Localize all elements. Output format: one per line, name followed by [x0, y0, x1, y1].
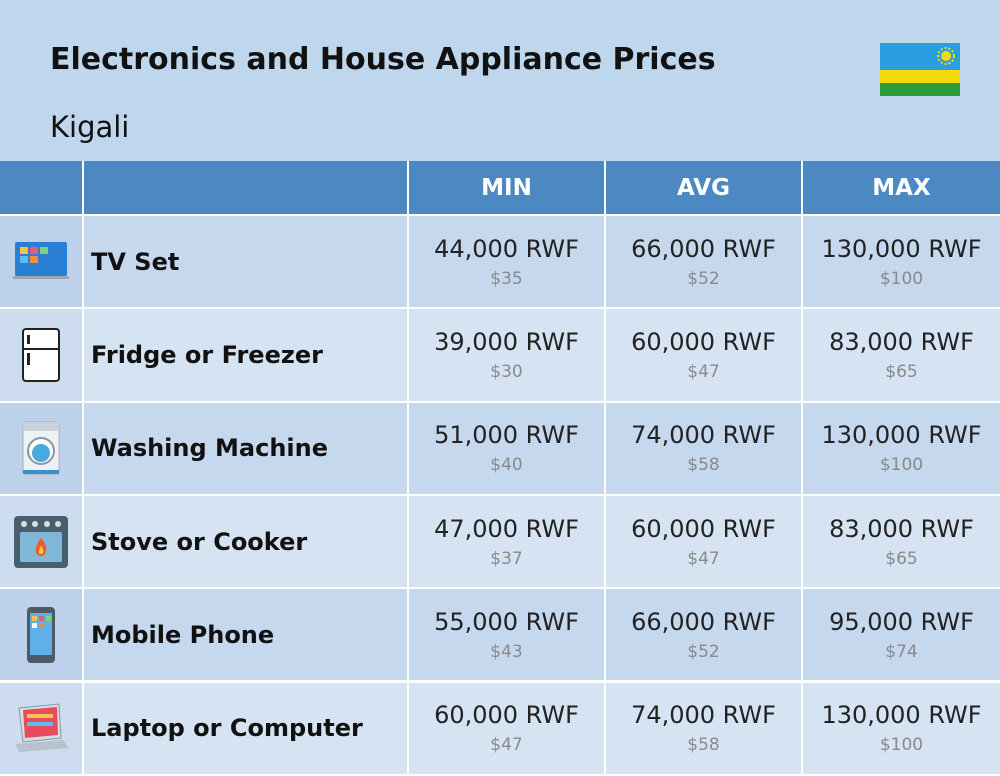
local-price: 60,000 RWF [631, 514, 776, 543]
price-cell: 130,000 RWF $100 [803, 402, 1000, 494]
usd-price: $100 [879, 455, 924, 476]
usd-price: $58 [687, 455, 720, 476]
price-table: MIN AVG MAX TV Set 44,000 RWF $35 66,000 RWF $5… [0, 161, 1000, 776]
price-cell: 60,000 RWF $47 [606, 495, 801, 588]
local-price: 95,000 RWF [829, 607, 974, 636]
price-cell: 83,000 RWF $65 [803, 495, 1000, 588]
usd-price: $65 [885, 548, 918, 569]
row-icon [0, 589, 82, 681]
usd-price: $43 [490, 641, 523, 662]
usd-price: $35 [490, 268, 523, 289]
price-cell: 39,000 RWF $30 [409, 309, 604, 401]
column-header [84, 161, 407, 214]
price-cell: 66,000 RWF $52 [606, 589, 801, 681]
usd-price: $100 [879, 268, 924, 289]
flag [880, 43, 960, 96]
local-price: 51,000 RWF [434, 421, 579, 450]
local-price: 130,000 RWF [821, 701, 982, 730]
usd-price: $100 [879, 735, 924, 756]
row-name: TV Set [84, 216, 407, 308]
row-name: Fridge or Freezer [84, 309, 407, 401]
column-header: MIN [409, 161, 604, 214]
local-price: 44,000 RWF [434, 234, 579, 263]
usd-price: $47 [687, 548, 720, 569]
price-cell: 74,000 RWF $58 [606, 682, 801, 774]
column-header: MAX [803, 161, 1000, 214]
local-price: 60,000 RWF [631, 327, 776, 356]
row-name: Mobile Phone [84, 589, 407, 681]
usd-price: $47 [490, 735, 523, 756]
usd-price: $40 [490, 455, 523, 476]
price-cell: 74,000 RWF $58 [606, 402, 801, 494]
local-price: 47,000 RWF [434, 514, 579, 543]
column-header [0, 161, 82, 214]
icon [13, 241, 69, 279]
row-name: Washing Machine [84, 402, 407, 494]
usd-price: $52 [687, 268, 720, 289]
usd-price: $65 [885, 361, 918, 382]
price-cell: 60,000 RWF $47 [409, 682, 604, 774]
local-price: 66,000 RWF [631, 234, 776, 263]
column-header: AVG [606, 161, 801, 214]
usd-price: $37 [490, 548, 523, 569]
row-icon [0, 309, 82, 401]
local-price: 74,000 RWF [631, 421, 776, 450]
usd-price: $74 [885, 641, 918, 662]
price-cell: 44,000 RWF $35 [409, 216, 604, 308]
local-price: 74,000 RWF [631, 701, 776, 730]
local-price: 66,000 RWF [631, 607, 776, 636]
usd-price: $58 [687, 735, 720, 756]
icon [22, 327, 60, 382]
row-icon [0, 216, 82, 308]
usd-price: $30 [490, 361, 523, 382]
icon [15, 703, 69, 753]
row-name: Laptop or Computer [84, 682, 407, 774]
local-price: 55,000 RWF [434, 607, 579, 636]
local-price: 130,000 RWF [821, 234, 982, 263]
price-cell: 51,000 RWF $40 [409, 402, 604, 494]
local-price: 39,000 RWF [434, 327, 579, 356]
local-price: 83,000 RWF [829, 327, 974, 356]
price-cell: 55,000 RWF $43 [409, 589, 604, 681]
local-price: 83,000 RWF [829, 514, 974, 543]
row-icon [0, 682, 82, 774]
local-price: 60,000 RWF [434, 701, 579, 730]
row-name: Stove or Cooker [84, 495, 407, 588]
price-cell: 130,000 RWF $100 [803, 216, 1000, 308]
price-cell: 83,000 RWF $65 [803, 309, 1000, 401]
local-price: 130,000 RWF [821, 421, 982, 450]
row-icon [0, 402, 82, 494]
subtitle: Kigali [50, 110, 130, 144]
row-icon [0, 495, 82, 588]
icon [27, 606, 55, 663]
price-cell: 66,000 RWF $52 [606, 216, 801, 308]
title: Electronics and House Appliance Prices [50, 42, 716, 77]
price-cell: 95,000 RWF $74 [803, 589, 1000, 681]
usd-price: $52 [687, 641, 720, 662]
price-cell: 60,000 RWF $47 [606, 309, 801, 401]
usd-price: $47 [687, 361, 720, 382]
icon [14, 515, 68, 568]
price-cell: 130,000 RWF $100 [803, 682, 1000, 774]
price-cell: 47,000 RWF $37 [409, 495, 604, 588]
icon [22, 421, 60, 475]
